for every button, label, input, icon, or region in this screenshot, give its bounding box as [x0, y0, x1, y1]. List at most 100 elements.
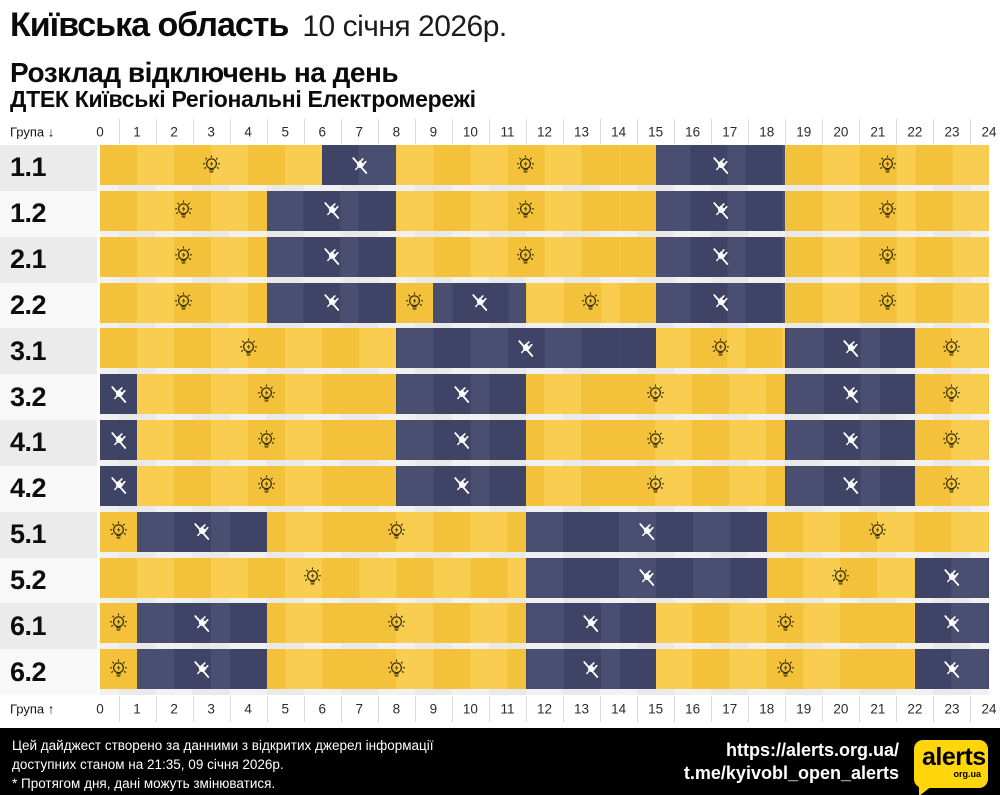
power-off-icon — [940, 657, 964, 681]
hour-tick — [674, 696, 676, 722]
power-on-segment — [100, 190, 267, 231]
logo-wordmark: alerts — [922, 743, 986, 771]
power-off-icon — [579, 657, 603, 681]
group-axis-label-bottom: Група ↑ — [10, 701, 55, 717]
hour-label: 18 — [759, 701, 775, 717]
group-label: 6.2 — [0, 649, 97, 696]
hour-axis-track: 0 1 2 3 4 5 6 7 8 9 10 11 12 13 14 15 16 17 18 19 20 21 22 23 24 — [96, 695, 997, 723]
bulb-icon — [940, 474, 964, 498]
group-label: 2.1 — [0, 236, 97, 283]
bulb-icon — [773, 657, 797, 681]
site-link[interactable]: https://alerts.org.ua/ — [725, 740, 899, 760]
hour-tick — [674, 119, 676, 144]
power-off-segment — [100, 420, 138, 461]
hour-label: 10 — [462, 124, 478, 139]
hour-tick — [340, 119, 342, 144]
schedule-row-3.2: 3.2 — [0, 374, 1000, 421]
page-title: Київська область 10 січня 2026р. — [10, 6, 507, 45]
hour-label: 0 — [96, 701, 104, 717]
group-axis-label-top: Група ↓ — [10, 124, 55, 139]
power-off-icon — [449, 474, 473, 498]
power-off-segment — [914, 649, 989, 690]
power-off-segment — [655, 236, 786, 277]
hour-tick — [933, 119, 935, 144]
hour-label: 3 — [207, 124, 215, 139]
power-off-segment — [914, 603, 989, 644]
hour-axis-bottom: Група ↑ 0 1 2 3 4 5 6 7 8 9 10 11 12 13 14 15 16 17 18 19 20… — [0, 695, 1000, 723]
power-off-segment — [785, 328, 915, 369]
power-off-icon — [320, 291, 344, 315]
bulb-icon — [514, 153, 538, 177]
schedule-row-1.1: 1.1 — [0, 145, 1000, 191]
disclaimer-line-3: * Протягом дня, дані можуть змінюватися. — [12, 776, 276, 791]
telegram-link[interactable]: t.me/kyivobl_open_alerts — [683, 763, 899, 783]
provider-name: ДТЕК Київські Регіональні Електромережі — [10, 86, 476, 112]
schedule-track — [100, 603, 989, 644]
hour-tick — [933, 696, 935, 722]
power-off-icon — [320, 245, 344, 269]
power-off-icon — [579, 611, 603, 635]
hour-tick — [118, 696, 120, 722]
power-on-segment — [525, 282, 656, 323]
power-on-segment — [137, 465, 397, 506]
group-label: 3.1 — [0, 328, 97, 375]
power-on-segment — [100, 145, 323, 185]
hour-label: 12 — [536, 701, 553, 717]
hour-label: 22 — [907, 124, 923, 139]
hour-tick — [414, 119, 416, 144]
hour-label: 5 — [281, 124, 289, 139]
hour-tick — [303, 696, 305, 722]
hour-label: 8 — [392, 701, 401, 717]
schedule-row-1.2: 1.2 — [0, 190, 1000, 237]
schedule-track — [100, 374, 989, 415]
hour-label: 16 — [685, 124, 701, 139]
hour-tick — [970, 119, 972, 144]
hour-tick — [303, 119, 305, 144]
hour-label: 8 — [392, 124, 401, 139]
hour-tick — [266, 696, 268, 722]
bulb-icon — [514, 245, 538, 269]
power-on-segment — [785, 282, 989, 323]
power-on-segment — [100, 557, 526, 598]
bulb-icon — [171, 245, 195, 269]
bulb-icon — [708, 336, 732, 360]
hour-label: 21 — [870, 701, 886, 717]
power-off-icon — [634, 520, 658, 544]
hour-tick — [711, 119, 713, 144]
power-off-icon — [838, 382, 862, 406]
hour-tick — [451, 696, 453, 722]
hour-label: 4 — [244, 124, 252, 139]
schedule-row-5.1: 5.1 — [0, 511, 1000, 558]
power-on-segment — [100, 511, 138, 552]
hour-label: 6 — [318, 701, 327, 717]
group-label: 5.2 — [0, 557, 97, 604]
bulb-icon — [384, 520, 408, 544]
group-label: 6.1 — [0, 603, 97, 650]
bulb-icon — [875, 199, 899, 223]
hour-label: 11 — [500, 124, 515, 139]
power-on-segment — [655, 603, 915, 644]
power-on-segment — [396, 236, 656, 277]
bulb-icon — [940, 336, 964, 360]
bulb-icon — [171, 291, 195, 315]
region-title: Київська область — [10, 6, 289, 44]
group-label: 4.1 — [0, 420, 97, 466]
power-off-icon — [940, 566, 964, 590]
hour-label: 3 — [207, 701, 215, 717]
schedule-track — [100, 465, 989, 506]
hour-label: 7 — [355, 124, 364, 139]
alerts-logo: alerts org.ua — [914, 740, 988, 795]
power-off-icon — [708, 199, 732, 223]
hour-tick — [488, 696, 490, 722]
power-off-icon — [347, 153, 371, 177]
hour-label: 23 — [944, 701, 960, 717]
power-on-segment — [100, 236, 267, 277]
group-label: 5.1 — [0, 511, 97, 558]
bulb-icon — [644, 474, 668, 498]
hour-label: 7 — [355, 701, 364, 717]
bulb-icon — [107, 611, 131, 635]
power-off-segment — [785, 374, 915, 415]
power-off-icon — [320, 199, 344, 223]
power-off-segment — [655, 190, 786, 231]
bulb-icon — [255, 428, 279, 452]
